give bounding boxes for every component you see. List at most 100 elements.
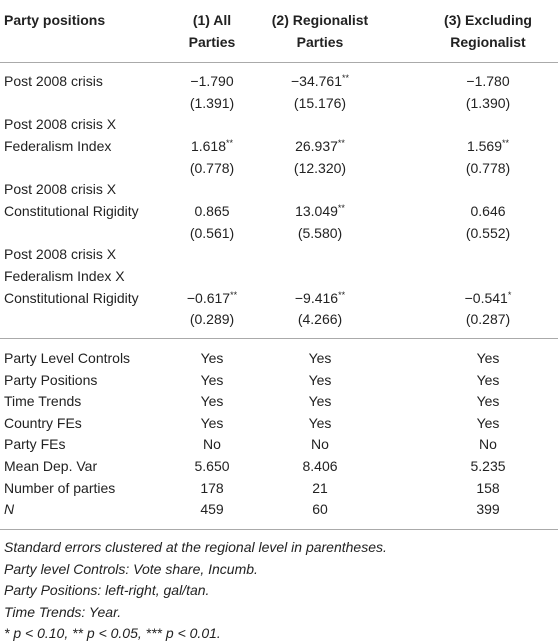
estimate-cell: −1.780 [466, 72, 509, 90]
control-cell: No [203, 436, 221, 453]
standard-error: (15.176) [293, 94, 347, 111]
control-cell: Yes [200, 414, 224, 431]
estimate: 26.937 [295, 137, 338, 154]
significance-stars: ** [226, 137, 234, 148]
estimate: 0.646 [470, 202, 506, 219]
significance-stars: ** [337, 137, 345, 148]
estimate-cell: 13.049** [295, 202, 345, 220]
row-label: Post 2008 crisis X [4, 181, 117, 198]
standard-error: (4.266) [297, 311, 343, 328]
table-note: Party Positions: left-right, gal/tan. [4, 582, 210, 598]
standard-error: (5.580) [297, 224, 343, 241]
control-cell: No [479, 436, 497, 453]
estimate-cell: −9.416** [295, 289, 345, 307]
standard-error: (0.552) [465, 224, 511, 241]
control-cell: Yes [476, 393, 500, 410]
estimate: −1.790 [190, 73, 234, 89]
table-note: Time Trends: Year. [4, 603, 122, 620]
column-header: (1) All [192, 12, 232, 28]
control-cell: 8.406 [302, 458, 338, 474]
significance-stars: ** [230, 289, 238, 300]
estimate: −34.761 [290, 73, 342, 89]
row-label: Mean Dep. Var [4, 458, 98, 474]
row-label: Party Positions [4, 371, 98, 388]
estimate-cell: −0.541* [465, 289, 512, 307]
estimate-cell: −34.761** [291, 72, 349, 90]
rule [0, 529, 558, 530]
row-label: Country FEs [4, 414, 82, 431]
column-header: Parties [296, 33, 344, 50]
row-label: Party FEs [4, 436, 66, 453]
control-cell: 158 [476, 479, 500, 496]
estimate-cell: 0.646 [470, 202, 505, 220]
row-label: N [4, 501, 15, 518]
estimate: 13.049 [295, 202, 338, 219]
estimate: −9.416 [294, 289, 339, 306]
control-cell: Yes [308, 414, 332, 431]
control-cell: No [311, 436, 329, 453]
control-cell: 399 [476, 501, 500, 518]
estimate: 1.569 [466, 137, 503, 154]
row-label: Number of parties [4, 479, 116, 496]
column-header: (3) Excluding [444, 12, 532, 28]
column-header: (2) Regionalist [271, 12, 369, 28]
control-cell: Yes [476, 414, 500, 431]
table-note: * p < 0.10, ** p < 0.05, *** p < 0.01. [4, 625, 221, 641]
rule [0, 62, 558, 63]
estimate-cell: 1.618** [191, 137, 233, 155]
control-cell: Yes [200, 393, 224, 410]
control-cell: Yes [308, 350, 332, 366]
row-label: Constitutional Rigidity [4, 289, 139, 306]
control-cell: 60 [312, 501, 328, 518]
control-cell: 5.650 [194, 458, 230, 474]
significance-stars: ** [338, 289, 346, 300]
estimate-cell: 0.865 [194, 202, 229, 220]
estimate-cell: −0.617** [187, 289, 237, 307]
control-cell: 5.235 [470, 458, 506, 474]
row-label: Federalism Index X [4, 267, 125, 284]
control-cell: Yes [476, 371, 500, 388]
significance-stars: ** [502, 137, 510, 148]
standard-error: (0.287) [465, 311, 511, 328]
control-cell: 178 [200, 479, 224, 496]
row-label: Constitutional Rigidity [4, 202, 139, 219]
estimate: −1.780 [466, 73, 510, 89]
estimate-cell: 26.937** [295, 137, 345, 155]
significance-stars: * [507, 289, 512, 300]
header-label: Party positions [4, 12, 106, 28]
estimate: 0.865 [194, 202, 230, 219]
row-label: Post 2008 crisis X [4, 246, 117, 263]
significance-stars: ** [341, 73, 350, 83]
standard-error: (12.320) [293, 159, 347, 176]
row-label: Post 2008 crisis [4, 73, 103, 89]
rule [0, 338, 558, 339]
estimate: −0.617 [186, 289, 231, 306]
control-cell: Yes [308, 393, 332, 410]
standard-error: (0.289) [189, 311, 235, 328]
estimate: −0.541 [464, 289, 508, 306]
standard-error: (1.391) [189, 94, 235, 111]
table-note: Standard errors clustered at the regiona… [4, 539, 387, 555]
control-cell: Yes [200, 350, 224, 366]
estimate-cell: 1.569** [467, 137, 509, 155]
control-cell: Yes [308, 371, 332, 388]
table-note: Party level Controls: Vote share, Incumb… [4, 560, 258, 577]
control-cell: 21 [312, 479, 328, 496]
row-label: Time Trends [4, 393, 82, 410]
standard-error: (1.390) [465, 94, 511, 111]
row-label: Federalism Index [4, 137, 112, 154]
column-header: Parties [188, 33, 236, 50]
control-cell: Yes [476, 350, 500, 366]
standard-error: (0.778) [189, 159, 235, 176]
standard-error: (0.561) [189, 224, 235, 241]
control-cell: 459 [200, 501, 224, 518]
estimate: 1.618 [190, 137, 227, 154]
row-label: Post 2008 crisis X [4, 116, 117, 133]
significance-stars: ** [337, 202, 345, 213]
standard-error: (0.778) [465, 159, 511, 176]
estimate-cell: −1.790 [190, 72, 233, 90]
control-cell: Yes [200, 371, 224, 388]
column-header: Regionalist [450, 33, 526, 50]
row-label: Party Level Controls [4, 350, 131, 366]
